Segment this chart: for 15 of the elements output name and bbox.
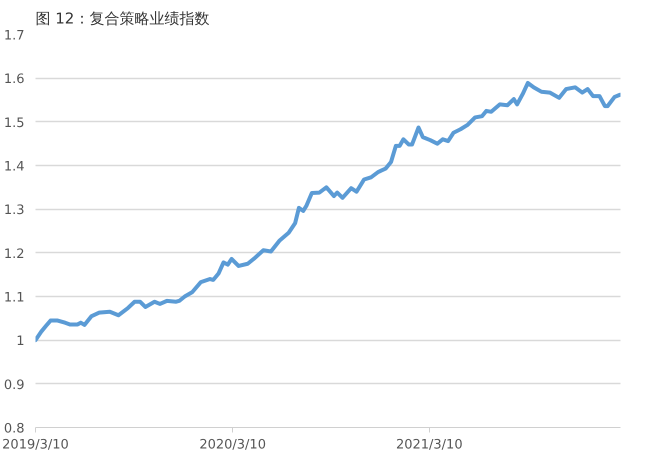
line-series [36, 80, 620, 342]
y-tick-label: 1.3 [4, 203, 25, 218]
y-tick-label: 0.8 [4, 422, 25, 436]
y-tick-label: 1.6 [4, 72, 25, 88]
y-tick-label: 1.4 [4, 160, 25, 174]
x-tick-label: 2020/3/10 [199, 438, 266, 452]
y-tick-label: 1 [16, 334, 25, 350]
x-tick-label: 2019/3/10 [2, 438, 69, 452]
chart-title: 图 12：复合策略业绩指数 [36, 10, 210, 28]
y-tick-label: 1.5 [4, 116, 25, 131]
y-tick-label: 1.1 [4, 290, 25, 306]
y-tick-label: 1.2 [4, 246, 25, 262]
y-tick-label: 1.7 [4, 28, 25, 44]
y-tick-label: 0.9 [4, 378, 25, 393]
x-tick-label: 2021/3/10 [396, 438, 463, 452]
